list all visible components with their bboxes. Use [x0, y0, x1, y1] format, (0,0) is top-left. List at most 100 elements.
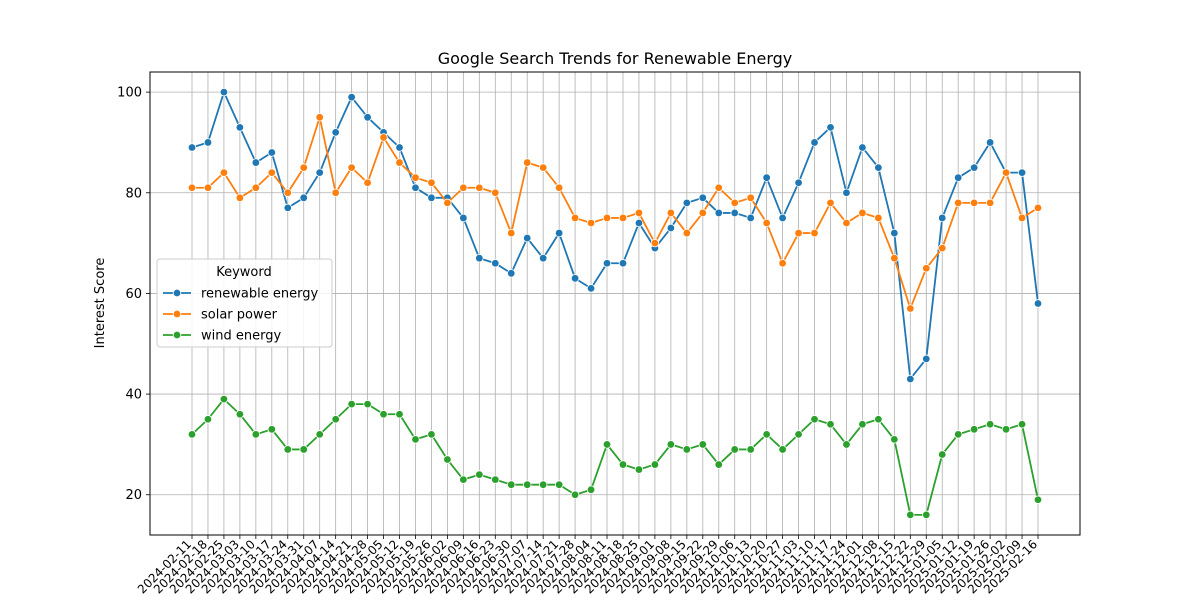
- data-point: [475, 183, 484, 192]
- data-point: [938, 213, 947, 223]
- data-point: [938, 243, 947, 253]
- data-point: [730, 445, 739, 454]
- data-point: [906, 510, 915, 520]
- data-point: [858, 143, 867, 152]
- data-point: [602, 213, 612, 223]
- series-line-wind-energy: [191, 398, 1039, 516]
- data-point: [570, 274, 580, 283]
- data-point: [714, 460, 723, 469]
- data-point: [985, 138, 995, 147]
- data-point: [682, 445, 692, 454]
- legend-entry-solar-power: solar power: [163, 308, 278, 323]
- data-point: [427, 178, 436, 187]
- data-point: [650, 460, 660, 469]
- data-point: [427, 430, 436, 439]
- data-point: [411, 435, 420, 444]
- data-point: [985, 198, 995, 208]
- y-axis-label: Interest Score: [93, 258, 108, 349]
- data-point: [810, 138, 819, 147]
- data-point: [1017, 420, 1027, 429]
- data-point: [299, 193, 308, 203]
- data-point: [235, 410, 245, 419]
- data-point: [746, 193, 755, 203]
- data-point: [187, 430, 197, 439]
- data-point: [586, 284, 596, 293]
- data-point: [315, 113, 324, 122]
- data-point: [235, 193, 245, 203]
- data-point: [938, 450, 947, 459]
- data-point: [794, 228, 803, 238]
- data-point: [379, 133, 388, 142]
- legend-entry-renewable-energy: renewable energy: [163, 287, 318, 302]
- data-point: [890, 254, 899, 263]
- legend-swatch-marker: [172, 330, 182, 340]
- data-point: [810, 415, 819, 424]
- data-point: [698, 208, 707, 218]
- data-point: [347, 163, 356, 172]
- data-point: [523, 233, 532, 243]
- data-point: [251, 430, 261, 439]
- legend-swatch-marker: [172, 309, 182, 319]
- data-point: [730, 198, 739, 208]
- y-tick-label: 40: [125, 388, 142, 403]
- series-solar-power: [187, 113, 1043, 313]
- data-point: [634, 218, 644, 228]
- data-point: [1017, 168, 1027, 177]
- legend: Keyword renewable energy solar power wind …: [156, 258, 333, 348]
- x-tick-layer: 2024-02-112024-02-182024-02-252024-03-03…: [135, 535, 1040, 596]
- data-point: [267, 148, 277, 157]
- data-point: [778, 445, 787, 454]
- data-point: [666, 208, 676, 218]
- data-point: [395, 410, 404, 419]
- series-wind-energy: [187, 394, 1043, 520]
- series-line-solar-power: [192, 116, 1039, 310]
- data-point: [969, 163, 979, 172]
- data-point: [251, 183, 261, 192]
- data-point: [634, 465, 644, 474]
- data-point: [874, 415, 883, 424]
- data-point: [969, 198, 979, 208]
- data-point: [666, 223, 676, 233]
- data-point: [922, 264, 931, 273]
- data-point: [427, 193, 436, 203]
- data-point: [746, 213, 755, 223]
- data-point: [682, 198, 692, 208]
- data-point: [618, 460, 628, 469]
- data-point: [283, 188, 292, 197]
- data-point: [507, 269, 516, 278]
- data-point: [794, 178, 803, 187]
- data-point: [826, 123, 835, 132]
- legend-entries: renewable energy solar power wind energy: [163, 287, 318, 344]
- y-tick-label: 100: [117, 86, 142, 101]
- data-point: [746, 445, 755, 454]
- data-point: [331, 128, 340, 137]
- data-point: [762, 173, 771, 182]
- legend-swatch-marker: [172, 288, 182, 298]
- data-point: [523, 480, 532, 489]
- data-point: [347, 399, 356, 409]
- data-point: [363, 399, 372, 409]
- data-point: [523, 158, 532, 167]
- data-point: [443, 198, 452, 208]
- data-point: [411, 173, 420, 182]
- data-point: [714, 208, 723, 218]
- data-point: [1033, 299, 1043, 308]
- data-point: [538, 480, 548, 489]
- legend-box: [156, 258, 333, 348]
- data-point: [890, 435, 899, 444]
- data-point: [602, 259, 612, 268]
- data-point: [842, 218, 851, 228]
- data-point: [315, 430, 324, 439]
- data-point: [586, 485, 596, 494]
- data-point: [267, 425, 277, 434]
- data-point: [491, 259, 500, 268]
- data-point: [650, 238, 660, 248]
- data-point: [874, 163, 883, 172]
- data-point: [969, 425, 979, 434]
- data-point: [395, 143, 404, 152]
- data-point: [826, 420, 835, 429]
- data-point: [554, 480, 564, 489]
- data-point: [762, 430, 771, 439]
- y-tick-layer: 20 40 60 80 100: [117, 86, 150, 503]
